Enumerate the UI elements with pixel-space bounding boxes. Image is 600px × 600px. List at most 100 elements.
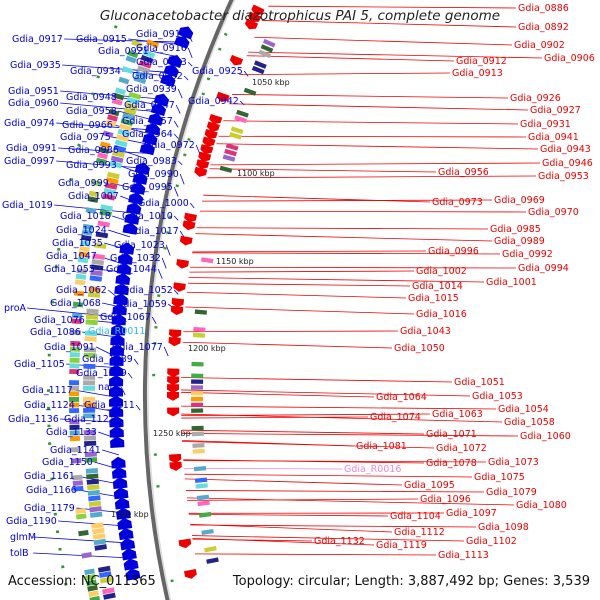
gene-label-forward[interactable]: Gdia_0991 [6,143,57,154]
gene-label-reverse[interactable]: Gdia_1074 [370,412,421,423]
gene-label-reverse[interactable]: Gdia_1073 [488,457,539,468]
gene-label-forward[interactable]: Gdia_1086 [30,327,81,338]
gene-label-reverse[interactable]: Gdia_1054 [498,404,549,415]
gene-label-forward[interactable]: Gdia_1052 [122,285,173,296]
rna-label-reverse[interactable]: Gdia_R0016 [344,464,401,475]
gene-label-reverse[interactable]: Gdia_1080 [516,500,567,511]
gene-label-reverse[interactable]: Gdia_1097 [446,508,497,519]
gene-label-forward[interactable]: Gdia_1000 [138,198,189,209]
gene-label-forward[interactable]: Gdia_0942 [188,96,239,107]
gene-label-forward[interactable]: Gdia_1018 [60,211,111,222]
gene-label-forward[interactable]: Gdia_1024 [56,225,107,236]
gene-label-reverse[interactable]: Gdia_0946 [542,158,593,169]
gene-label-forward[interactable]: Gdia_1044 [106,264,157,275]
gene-label-forward[interactable]: Gdia_0925 [192,66,243,77]
gene-label-forward[interactable]: Gdia_0990 [128,169,179,180]
gene-label-forward[interactable]: Gdia_1166 [26,485,77,496]
gene-label-forward[interactable]: Gdia_0916 [136,43,187,54]
gene-label-forward[interactable]: Gdia_0923 [136,57,187,68]
gene-label-reverse[interactable]: Gdia_1081 [356,441,407,452]
gene-label-forward[interactable]: Gdia_0966 [62,120,113,131]
gene-label-reverse[interactable]: Gdia_0912 [456,56,507,67]
gene-label-reverse[interactable]: Gdia_0902 [514,40,565,51]
gene-label-forward[interactable]: Gdia_1121 [64,414,115,425]
gene-label-forward[interactable]: Gdia_0921 [98,46,149,57]
gene-label-reverse[interactable]: Gdia_1071 [426,429,477,440]
gene-label-forward[interactable]: Gdia_1047 [46,251,97,262]
gene-label-forward[interactable]: nadE [98,382,122,393]
gene-label-reverse[interactable]: Gdia_0996 [428,246,479,257]
gene-label-reverse[interactable]: Gdia_1016 [416,309,467,320]
gene-label-forward[interactable]: Gdia_0915 [76,34,127,45]
gene-label-forward[interactable]: Gdia_1091 [44,342,95,353]
gene-label-forward[interactable]: Gdia_1124 [24,400,75,411]
gene-label-forward[interactable]: Gdia_1007 [68,191,119,202]
gene-label-reverse[interactable]: Gdia_0956 [438,167,489,178]
gene-label-reverse[interactable]: Gdia_0931 [520,119,571,130]
gene-label-forward[interactable]: Gdia_0939 [126,84,177,95]
gene-label-reverse[interactable]: Gdia_0973 [432,197,483,208]
gene-label-reverse[interactable]: Gdia_0994 [518,263,569,274]
gene-label-forward[interactable]: Gdia_0947 [124,100,175,111]
gene-label-forward[interactable]: Gdia_0975 [60,132,111,143]
gene-label-forward[interactable]: Gdia_1067 [100,312,151,323]
gene-label-reverse[interactable]: Gdia_1104 [390,511,441,522]
gene-label-reverse[interactable]: Gdia_1113 [438,550,489,561]
gene-label-reverse[interactable]: Gdia_1119 [376,540,427,551]
gene-label-forward[interactable]: Gdia_0917 [12,34,63,45]
gene-label-reverse[interactable]: Gdia_1112 [394,527,445,538]
gene-label-reverse[interactable]: Gdia_0943 [540,144,591,155]
gene-label-reverse[interactable]: Gdia_0985 [490,224,541,235]
gene-label-forward[interactable]: glmM [10,532,36,543]
gene-label-forward[interactable]: Gdia_0935 [10,60,61,71]
gene-label-forward[interactable]: Gdia_0974 [4,118,55,129]
gene-label-forward[interactable]: tolB [10,548,29,559]
gene-label-reverse[interactable]: Gdia_1079 [486,487,537,498]
gene-label-forward[interactable]: Gdia_1133 [46,427,97,438]
gene-label-forward[interactable]: Gdia_1023 [114,240,165,251]
gene-label-forward[interactable]: Gdia_1035 [52,238,103,249]
gene-label-reverse[interactable]: Gdia_1002 [416,266,467,277]
gene-label-forward[interactable]: Gdia_1059 [116,299,167,310]
gene-label-reverse[interactable]: Gdia_1132 [314,536,365,547]
gene-label-forward[interactable]: Gdia_1105 [14,359,65,370]
gene-label-reverse[interactable]: Gdia_0953 [538,171,589,182]
gene-label-reverse[interactable]: Gdia_0926 [510,93,561,104]
gene-label-forward[interactable]: Gdia_1150 [42,457,93,468]
gene-label-reverse[interactable]: Gdia_1063 [432,409,483,420]
gene-label-forward[interactable]: Gdia_0951 [8,86,59,97]
gene-label-forward[interactable]: Gdia_0995 [122,182,173,193]
gene-label-reverse[interactable]: Gdia_1072 [436,443,487,454]
gene-label-forward[interactable]: Gdia_0914 [136,29,187,40]
gene-label-forward[interactable]: Gdia_0948 [66,92,117,103]
gene-label-forward[interactable]: Gdia_1136 [8,414,59,425]
gene-label-forward[interactable]: Gdia_1161 [24,471,75,482]
gene-label-reverse[interactable]: Gdia_0906 [544,53,595,64]
gene-label-forward[interactable]: Gdia_1010 [122,211,173,222]
gene-label-reverse[interactable]: Gdia_1058 [504,417,555,428]
gene-label-reverse[interactable]: Gdia_0989 [494,236,545,247]
gene-label-forward[interactable]: Gdia_1017 [128,226,179,237]
gene-label-forward[interactable]: Gdia_0932 [132,71,183,82]
gene-label-reverse[interactable]: Gdia_1015 [408,293,459,304]
gene-label-forward[interactable]: Gdia_0958 [66,106,117,117]
gene-label-forward[interactable]: Gdia_0960 [8,98,59,109]
gene-label-reverse[interactable]: Gdia_1098 [478,522,529,533]
gene-label-reverse[interactable]: Gdia_1064 [376,392,427,403]
gene-label-forward[interactable]: Gdia_1077 [112,342,163,353]
gene-label-forward[interactable]: Gdia_1111 [84,400,135,411]
gene-label-forward[interactable]: Gdia_0964 [122,129,173,140]
rna-label-forward[interactable]: Gdia_R0011 [88,326,145,337]
gene-label-forward[interactable]: Gdia_0957 [122,116,173,127]
gene-label-forward[interactable]: Gdia_0983 [126,156,177,167]
gene-label-reverse[interactable]: Gdia_0886 [518,3,569,14]
gene-label-forward[interactable]: Gdia_1179 [24,503,75,514]
gene-label-reverse[interactable]: Gdia_0941 [528,132,579,143]
gene-label-forward[interactable]: Gdia_0999 [58,178,109,189]
gene-label-reverse[interactable]: Gdia_0970 [528,207,579,218]
gene-label-reverse[interactable]: Gdia_1050 [394,343,445,354]
gene-label-forward[interactable]: Gdia_1032 [110,253,161,264]
gene-label-reverse[interactable]: Gdia_0913 [452,68,503,79]
gene-label-reverse[interactable]: Gdia_1096 [420,494,471,505]
gene-label-reverse[interactable]: Gdia_0992 [502,249,553,260]
